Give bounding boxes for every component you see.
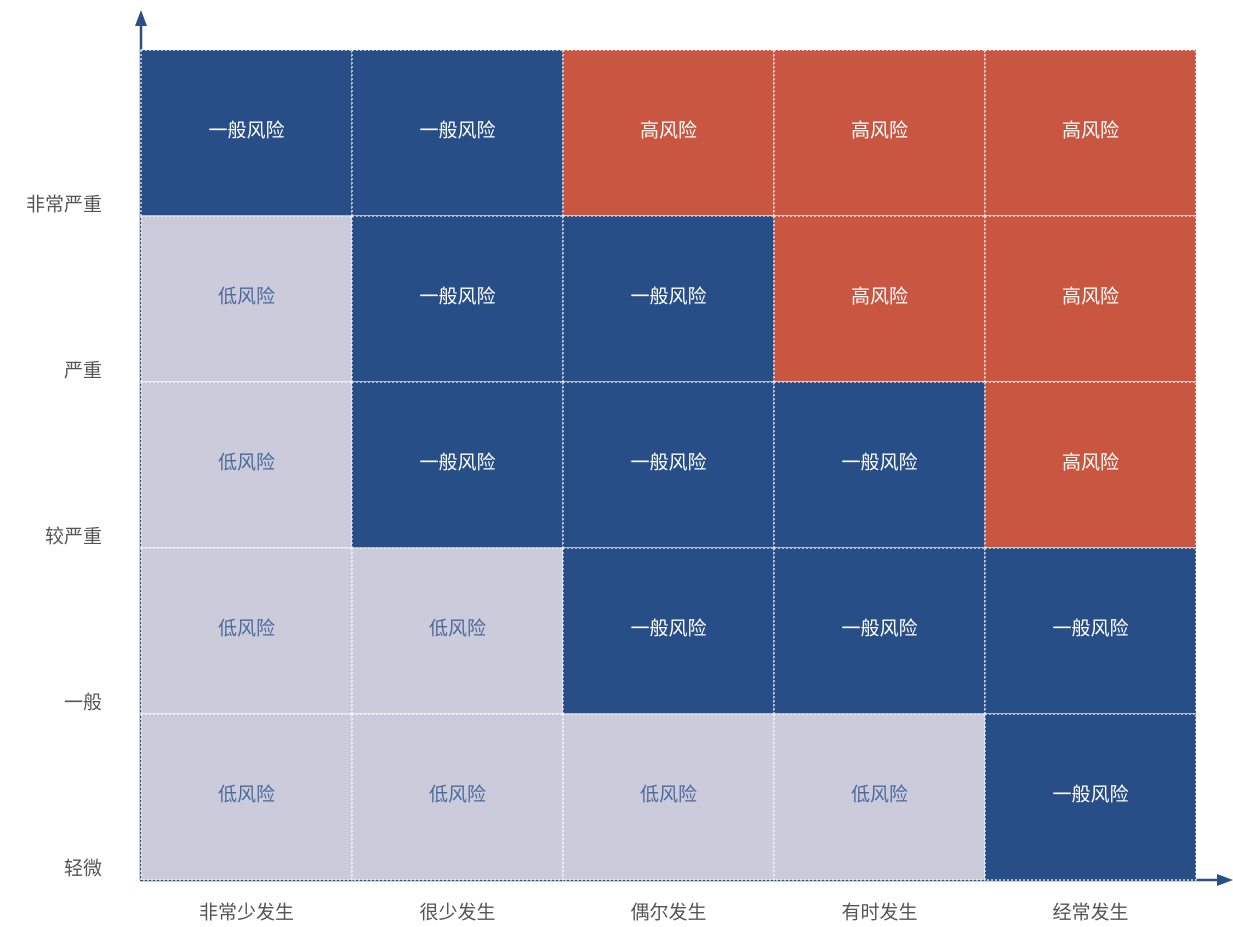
cell-label: 一般风险 <box>841 452 917 474</box>
y-label: 严重 <box>64 360 102 382</box>
cell-label: 低风险 <box>429 784 486 806</box>
cell-label: 一般风险 <box>630 618 706 640</box>
risk-cell <box>984 381 1197 549</box>
cell-label: 高风险 <box>851 286 908 308</box>
x-axis-arrow <box>1217 874 1233 886</box>
risk-cell <box>562 713 775 881</box>
y-label: 一般 <box>64 692 102 714</box>
cell-label: 一般风险 <box>630 452 706 474</box>
y-label: 较严重 <box>45 526 102 548</box>
risk-cell <box>984 547 1197 715</box>
risk-cell <box>773 713 986 881</box>
cell-label: 一般风险 <box>419 452 495 474</box>
risk-cell <box>984 49 1197 217</box>
cell-label: 一般风险 <box>419 120 495 142</box>
risk-cell <box>351 215 564 383</box>
x-label: 偶尔发生 <box>630 902 706 924</box>
cell-label: 一般风险 <box>1052 618 1128 640</box>
cell-label: 高风险 <box>1062 120 1119 142</box>
x-label: 经常发生 <box>1052 902 1128 924</box>
x-label: 很少发生 <box>419 902 495 924</box>
cell-label: 一般风险 <box>1052 784 1128 806</box>
risk-cell <box>773 547 986 715</box>
cell-label: 低风险 <box>218 618 275 640</box>
cell-label: 低风险 <box>640 784 697 806</box>
cell-label: 高风险 <box>640 120 697 142</box>
cell-label: 低风险 <box>851 784 908 806</box>
cell-label: 一般风险 <box>630 286 706 308</box>
cell-label: 低风险 <box>429 618 486 640</box>
cell-label: 一般风险 <box>841 618 917 640</box>
risk-cell <box>140 713 353 881</box>
cell-label: 一般风险 <box>208 120 284 142</box>
x-label: 有时发生 <box>841 902 917 924</box>
risk-cell <box>140 381 353 549</box>
x-label: 非常少发生 <box>199 902 294 924</box>
cell-label: 高风险 <box>851 120 908 142</box>
y-label: 非常严重 <box>26 194 102 216</box>
risk-cell <box>984 215 1197 383</box>
risk-cell <box>773 215 986 383</box>
y-label: 轻微 <box>64 858 102 880</box>
cell-label: 低风险 <box>218 452 275 474</box>
risk-cell <box>562 381 775 549</box>
risk-cell <box>773 381 986 549</box>
risk-cell <box>351 49 564 217</box>
risk-cell <box>562 215 775 383</box>
risk-cell <box>140 215 353 383</box>
cell-label: 高风险 <box>1062 286 1119 308</box>
y-axis-arrow <box>135 10 147 26</box>
cell-label: 低风险 <box>218 286 275 308</box>
risk-cell <box>562 547 775 715</box>
risk-cell <box>773 49 986 217</box>
cell-label: 一般风险 <box>419 286 495 308</box>
risk-cell <box>351 381 564 549</box>
risk-cell <box>351 713 564 881</box>
cell-label: 低风险 <box>218 784 275 806</box>
risk-cell <box>984 713 1197 881</box>
cell-label: 高风险 <box>1062 452 1119 474</box>
risk-cell <box>351 547 564 715</box>
